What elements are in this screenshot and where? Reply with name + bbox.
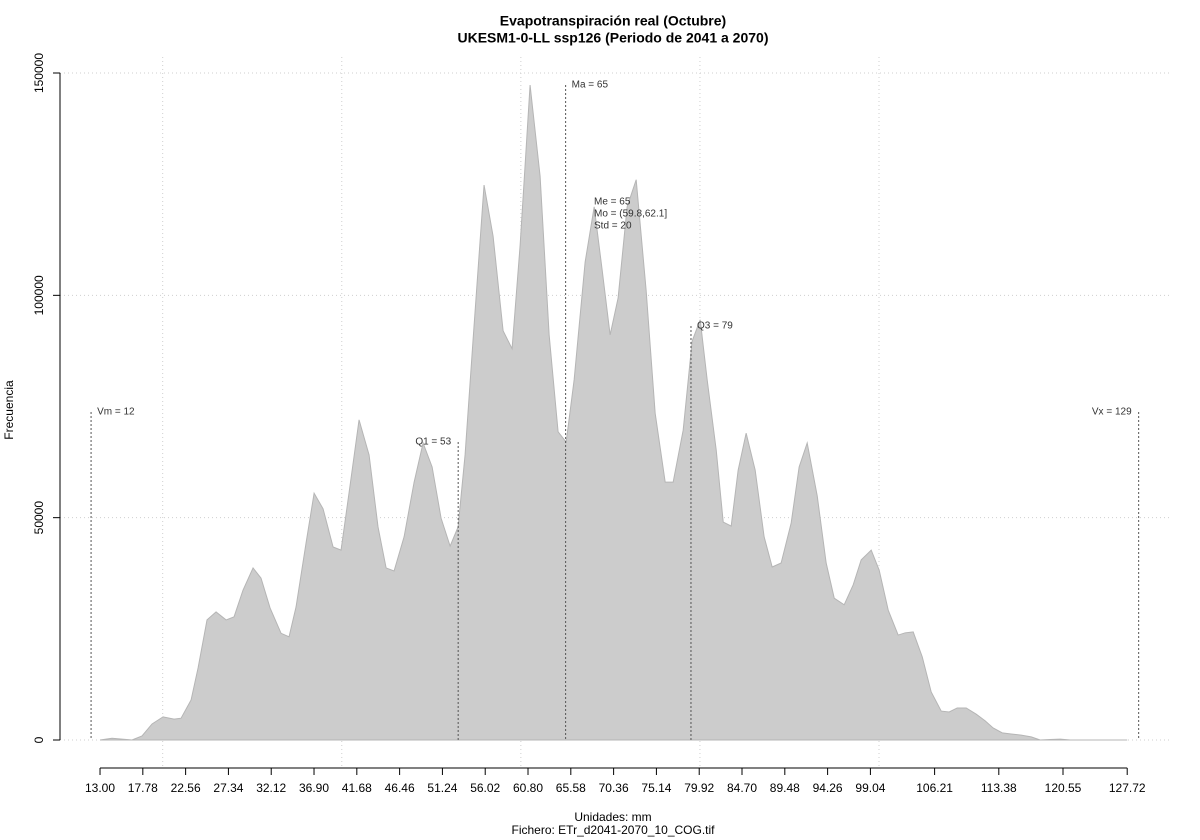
y-tick-label: 100000 bbox=[32, 275, 46, 315]
y-tick-label: 50000 bbox=[32, 501, 46, 535]
x-tick-label: 56.02 bbox=[470, 781, 500, 795]
x-tick-label: 65.58 bbox=[556, 781, 586, 795]
x-tick-label: 36.90 bbox=[299, 781, 329, 795]
x-tick-label: 41.68 bbox=[342, 781, 372, 795]
chart-subtitle: UKESM1-0-LL ssp126 (Periodo de 2041 a 20… bbox=[458, 30, 769, 46]
annotation-label: Q3 = 79 bbox=[697, 321, 733, 332]
x-tick-label: 99.04 bbox=[855, 781, 885, 795]
annotation-label: Q1 = 53 bbox=[415, 437, 451, 448]
caption: Fichero: ETr_d2041-2070_10_COG.tif bbox=[512, 823, 716, 837]
x-tick-label: 84.70 bbox=[727, 781, 757, 795]
x-tick-label: 13.00 bbox=[85, 781, 115, 795]
x-tick-label: 120.55 bbox=[1045, 781, 1082, 795]
x-tick-label: 60.80 bbox=[513, 781, 543, 795]
stats-label: Std = 20 bbox=[594, 221, 632, 232]
annotation-label: Vm = 12 bbox=[97, 407, 135, 418]
x-tick-label: 127.72 bbox=[1109, 781, 1146, 795]
stats-label: Me = 65 bbox=[594, 197, 631, 208]
x-tick-label: 46.46 bbox=[385, 781, 415, 795]
x-tick-label: 89.48 bbox=[770, 781, 800, 795]
chart-title: Evapotranspiración real (Octubre) bbox=[500, 13, 726, 29]
x-tick-label: 106.21 bbox=[916, 781, 953, 795]
x-tick-label: 32.12 bbox=[256, 781, 286, 795]
x-tick-label: 27.34 bbox=[213, 781, 243, 795]
area bbox=[99, 84, 1128, 741]
x-tick-label: 70.36 bbox=[599, 781, 629, 795]
x-tick-label: 79.92 bbox=[684, 781, 714, 795]
x-axis-label: Unidades: mm bbox=[574, 810, 651, 824]
x-tick-label: 51.24 bbox=[427, 781, 457, 795]
x-tick-label: 113.38 bbox=[981, 781, 1017, 795]
stats-label: Mo = (59.8,62.1] bbox=[594, 209, 667, 220]
y-tick-label: 0 bbox=[32, 736, 46, 743]
x-tick-label: 17.78 bbox=[128, 781, 158, 795]
x-tick-label: 75.14 bbox=[641, 781, 671, 795]
y-axis-label: Frecuencia bbox=[2, 380, 16, 440]
annotation-label: Ma = 65 bbox=[572, 80, 609, 91]
y-tick-label: 150000 bbox=[32, 53, 46, 93]
x-tick-label: 94.26 bbox=[813, 781, 843, 795]
annotation-label: Vx = 129 bbox=[1092, 407, 1132, 418]
x-tick-label: 22.56 bbox=[171, 781, 201, 795]
